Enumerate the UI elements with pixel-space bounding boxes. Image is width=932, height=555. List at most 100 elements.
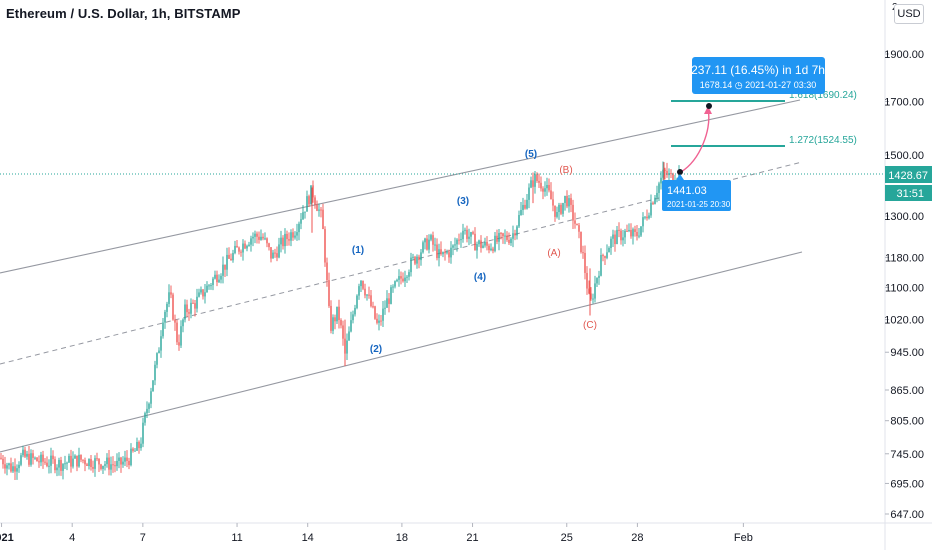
candle-body [402, 278, 404, 282]
candle-body [520, 209, 522, 216]
candle-body [598, 275, 600, 278]
candle-body [54, 459, 56, 471]
candle-body [2, 458, 4, 465]
candle-body [230, 258, 232, 261]
candle-body [0, 457, 2, 459]
candle-body [566, 195, 568, 207]
candle-body [572, 204, 574, 221]
candle-body [534, 174, 536, 187]
candle-body [304, 211, 306, 213]
candle-body [204, 292, 206, 297]
wave-label-corrective: (C) [583, 320, 597, 331]
candle-body [308, 196, 310, 205]
candle-body [576, 223, 578, 226]
candle-body [154, 364, 156, 381]
fib-1272-label: 1.272(1524.55) [789, 135, 857, 146]
candle-body [512, 233, 514, 239]
candle-body [174, 319, 176, 323]
candle-body [110, 464, 112, 470]
currency-button[interactable]: USD [894, 4, 924, 24]
candle-body [56, 467, 58, 471]
candle-body [560, 204, 562, 214]
candle-body [398, 276, 400, 280]
candle-body [418, 256, 420, 261]
candle-body [574, 220, 576, 224]
candle-body [300, 219, 302, 224]
candle-body [170, 292, 172, 295]
candle-body [40, 454, 42, 463]
candle-body [146, 408, 148, 414]
candle-body [38, 461, 40, 463]
candle-body [216, 274, 218, 283]
candle-body [626, 230, 628, 232]
time-tick-label: 11 [231, 532, 242, 544]
candle-body [670, 173, 672, 175]
wave-label-impulse: (1) [352, 245, 364, 256]
candle-body [148, 403, 150, 409]
candle-body [108, 457, 110, 470]
candle-body [444, 251, 446, 254]
candle-body [656, 192, 658, 198]
candle-body [10, 463, 12, 472]
candle-body [346, 340, 348, 354]
candle-body [482, 245, 484, 248]
candle-body [310, 185, 312, 205]
candle-body [48, 465, 50, 467]
candle-body [390, 287, 392, 304]
countdown-badge [885, 185, 932, 201]
candle-body [514, 233, 516, 236]
candle-body [152, 380, 154, 392]
candle-body [180, 326, 182, 346]
candle-body [116, 460, 118, 467]
price-tick-label: 1180.00 [885, 252, 924, 264]
countdown-label: 31:51 [896, 188, 924, 200]
candle-body [556, 212, 558, 217]
candle-body [338, 306, 340, 321]
candle-body [426, 238, 428, 250]
candle-body [490, 248, 492, 251]
candle-body [252, 236, 254, 239]
candle-body [272, 252, 274, 259]
candle-body [52, 455, 54, 460]
candle-body [98, 458, 100, 465]
candle-body [88, 459, 90, 467]
candle-body [608, 247, 610, 253]
candle-body [622, 237, 624, 241]
candle-body [322, 209, 324, 230]
candle-body [564, 195, 566, 203]
price-tick-label: 1500.00 [884, 150, 924, 162]
candle-body [448, 252, 450, 258]
candle-body [624, 230, 626, 238]
candle-body [286, 233, 288, 240]
candle-body [238, 247, 240, 252]
candle-body [582, 252, 584, 254]
candle-body [320, 209, 322, 211]
candle-body [100, 464, 102, 469]
candle-body [260, 236, 262, 240]
candle-body [124, 457, 126, 462]
candle-body [604, 256, 606, 258]
candle-body [332, 317, 334, 331]
candle-body [106, 457, 108, 465]
candle-body [246, 245, 248, 249]
candle-body [350, 320, 352, 332]
candle-body [442, 251, 444, 255]
candle-body [162, 322, 164, 337]
candle-body [486, 241, 488, 246]
candle-body [658, 183, 660, 193]
marker-time: 2021-01-25 20:30 [667, 200, 731, 209]
candle-body [478, 240, 480, 245]
candle-body [318, 209, 320, 211]
price-tick-label: 805.00 [890, 416, 924, 428]
candle-body [28, 453, 30, 465]
candle-body [78, 454, 80, 467]
candle-body [24, 449, 26, 457]
candle-body [536, 174, 538, 181]
price-tick-label: 695.00 [890, 478, 924, 490]
candle-body [82, 459, 84, 461]
candle-body [50, 455, 52, 466]
candle-body [636, 231, 638, 237]
candle-body [380, 320, 382, 322]
